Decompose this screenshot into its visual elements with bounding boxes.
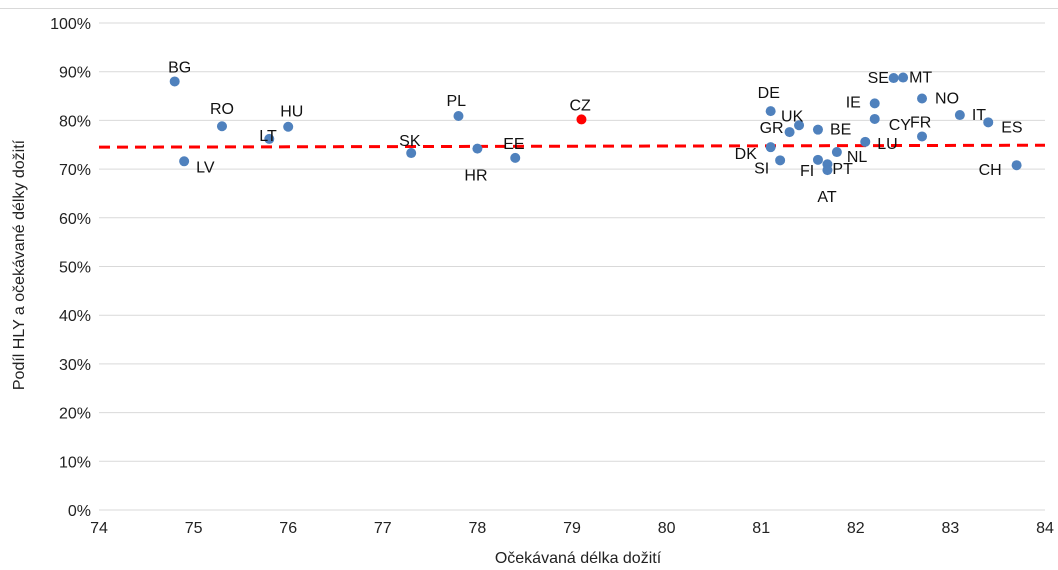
data-point-cz [576,114,587,125]
point-label-ch: CH [979,162,1002,179]
data-point-it [954,110,965,121]
y-tick-label: 80% [59,113,91,130]
y-tick-label: 30% [59,357,91,374]
x-tick-label: 84 [1036,520,1054,537]
y-tick-label: 60% [59,211,91,228]
point-label-de: DE [758,85,780,102]
x-tick-label: 80 [658,520,676,537]
point-label-lv: LV [196,159,215,176]
point-label-fi: FI [800,163,814,180]
x-tick-label: 78 [469,520,487,537]
trendline-group [98,143,1046,149]
point-label-lt: LT [259,128,277,145]
x-tick-label: 79 [563,520,581,537]
point-label-es: ES [1001,119,1022,136]
data-point-fi [812,154,823,165]
point-label-ro: RO [210,101,234,118]
data-point-se [888,73,899,84]
point-label-be: BE [830,122,851,139]
data-point-nl [831,147,842,158]
point-label-ee: EE [503,136,524,153]
point-label-ie: IE [846,94,861,111]
data-point-lv [179,156,190,167]
data-point-bg [169,76,180,87]
data-point-ch [1011,160,1022,171]
data-points [169,72,1022,176]
data-point-pl [453,111,464,122]
data-point-at [822,165,833,176]
data-point-hr [472,143,483,154]
data-point-de [765,106,776,117]
point-label-mt: MT [909,70,932,87]
point-label-cy: CY [889,117,912,134]
gridlines [99,22,1045,511]
x-tick-label: 83 [942,520,960,537]
x-tick-label: 82 [847,520,865,537]
data-point-dk [765,142,776,153]
point-label-si: SI [754,160,769,177]
x-axis-ticks: 74 75 76 77 78 79 80 81 82 83 84 [90,520,1054,537]
point-label-sk: SK [399,133,421,150]
point-label-no: NO [935,90,959,107]
y-tick-label: 90% [59,65,91,82]
point-label-it: IT [972,107,986,124]
data-point-ro [216,121,227,132]
data-point-hu [283,121,294,132]
data-point-sk [406,148,417,159]
point-label-bg: BG [168,59,191,76]
data-point-si [775,155,786,166]
point-label-dk: DK [735,146,758,163]
data-point-ie [869,98,880,109]
data-point-es [983,117,994,128]
data-point-uk [794,120,805,131]
x-tick-label: 81 [752,520,770,537]
y-tick-label: 70% [59,162,91,179]
y-axis-ticks: 0% 10% 20% 30% 40% 50% 60% 70% 80% 90% 100% [50,16,91,520]
x-tick-label: 75 [185,520,203,537]
point-label-gr: GR [760,120,784,137]
point-label-se: SE [868,70,889,87]
data-point-cy [869,113,880,124]
point-label-hr: HR [464,168,487,185]
data-point-be [812,124,823,135]
data-point-mt [898,72,909,83]
x-tick-label: 76 [279,520,297,537]
data-point-lu [860,136,871,147]
x-tick-label: 74 [90,520,108,537]
y-axis-title: Podíl HLY a očekávané délky dožití [11,139,28,390]
point-label-pl: PL [446,93,466,110]
y-tick-label: 10% [59,454,91,471]
point-label-uk: UK [781,108,804,125]
data-point-no [917,93,928,104]
data-point-ee [510,152,521,163]
point-label-pt: PT [832,161,853,178]
point-label-lu: LU [877,136,897,153]
y-tick-label: 100% [50,16,91,33]
y-tick-label: 20% [59,406,91,423]
x-tick-label: 77 [374,520,392,537]
x-axis-title: Očekávaná délka dožití [495,550,662,567]
point-label-at: AT [817,189,836,206]
trendline [98,143,1046,149]
data-point-fr [917,131,928,142]
point-label-fr: FR [910,114,931,131]
data-point-gr [784,127,795,138]
y-tick-label: 40% [59,308,91,325]
point-label-cz: CZ [569,97,591,114]
point-label-nl: NL [847,149,868,166]
point-label-hu: HU [280,104,303,121]
y-tick-label: 0% [68,503,91,520]
y-tick-label: 50% [59,260,91,277]
data-point-lt [264,133,275,144]
